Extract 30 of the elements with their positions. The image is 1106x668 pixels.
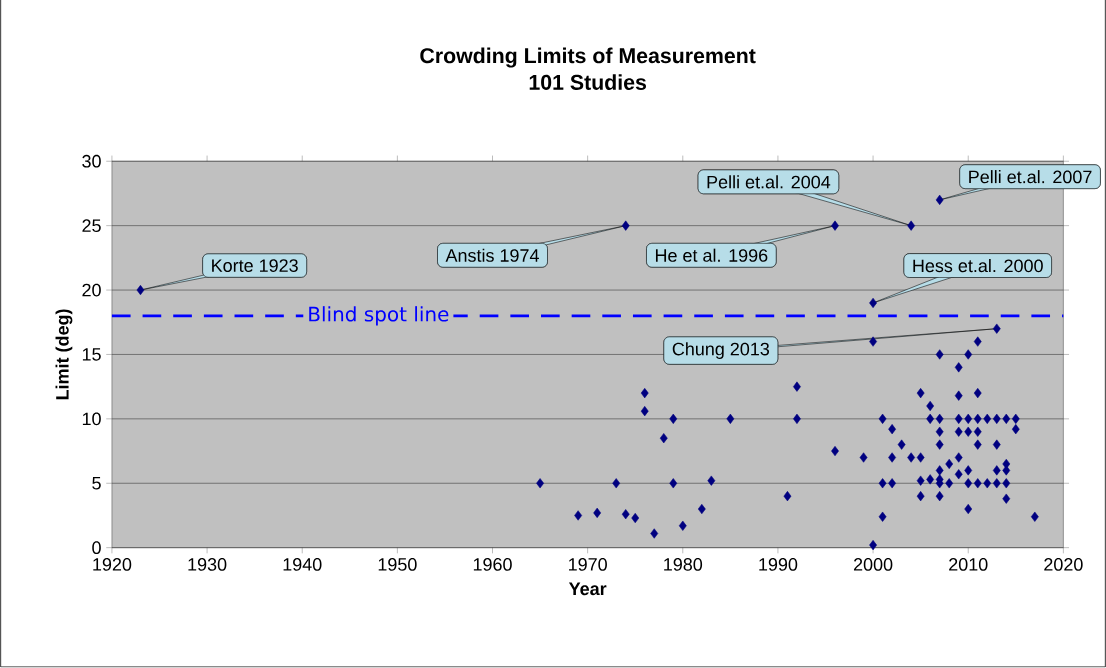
chart-title: Crowding Limits of Measurement (420, 47, 756, 68)
x-tick-label: 2000 (853, 558, 893, 571)
x-tick-label: 1990 (759, 558, 798, 571)
y-tick-label: 30 (82, 155, 101, 168)
annotation: Chung 2013 (672, 342, 770, 360)
y-tick-label: 25 (82, 219, 101, 233)
ref-line-label: Blind spot line (309, 306, 449, 326)
annotation: He et al. 1996 (655, 248, 768, 263)
annotation: Pelli et.al. 2007 (969, 170, 1092, 184)
x-tick-label: 1980 (664, 558, 703, 571)
y-tick-label: 15 (82, 348, 101, 361)
y-tick-label: 0 (92, 541, 101, 555)
x-tick-label: 1940 (283, 558, 322, 571)
x-axis-title: Year (568, 582, 607, 596)
x-tick-label: 2020 (1044, 558, 1083, 571)
x-tick-label: 1970 (569, 558, 607, 571)
x-tick-label: 1960 (473, 558, 512, 571)
x-tick-label: 1920 (93, 558, 132, 571)
annotation: Anstis 1974 (445, 248, 539, 263)
annotation: Korte 1923 (212, 259, 298, 273)
chart-subtitle: 101 Studies (529, 74, 646, 91)
y-tick-label: 20 (82, 283, 101, 297)
annotation: Hess et.al. 2000 (913, 259, 1043, 273)
x-tick-label: 2010 (949, 558, 988, 571)
annotation: Pelli et.al. 2004 (707, 175, 831, 189)
y-axis-title: Limit (deg) (55, 309, 73, 400)
x-tick-label: 1950 (378, 558, 417, 571)
y-tick-label: 5 (92, 477, 101, 490)
x-tick-label: 1930 (188, 558, 227, 571)
y-tick-label: 10 (82, 412, 101, 426)
